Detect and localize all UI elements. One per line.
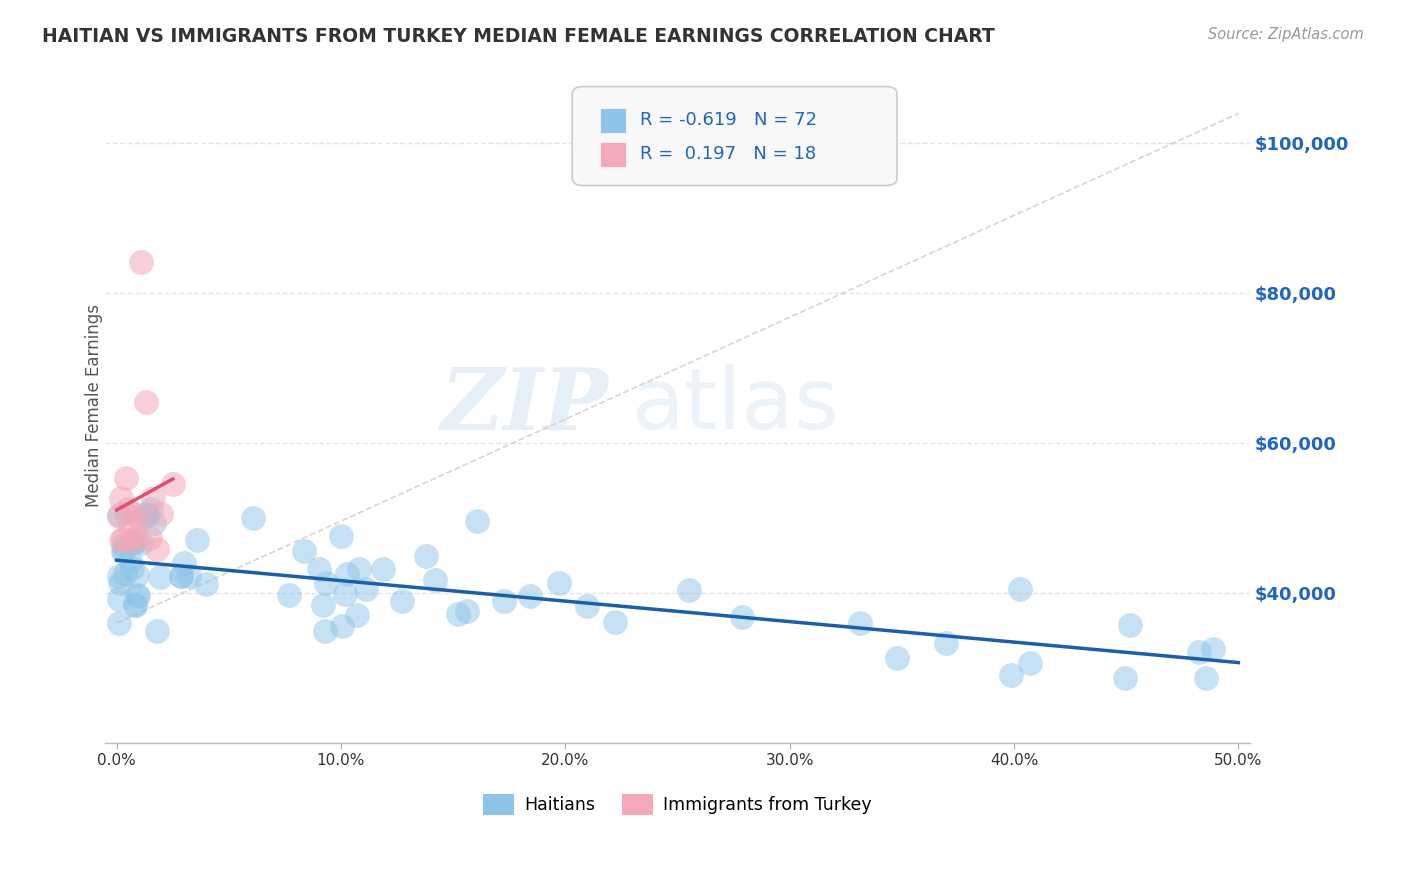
Point	[114, 566, 136, 581]
Point	[186, 533, 208, 548]
Point	[117, 501, 139, 516]
Point	[731, 610, 754, 624]
Point	[146, 624, 169, 639]
Point	[278, 588, 301, 602]
Point	[456, 604, 478, 618]
Point	[242, 511, 264, 525]
Point	[1195, 671, 1218, 685]
Point	[330, 529, 353, 543]
Point	[124, 535, 146, 549]
Point	[170, 568, 193, 582]
Point	[177, 569, 200, 583]
Point	[114, 471, 136, 485]
Point	[135, 508, 157, 522]
Point	[678, 583, 700, 598]
Point	[108, 591, 131, 606]
Point	[124, 598, 146, 612]
Point	[330, 618, 353, 632]
Point	[108, 508, 131, 522]
Point	[121, 533, 143, 547]
Point	[127, 588, 149, 602]
Point	[308, 562, 330, 576]
Point	[114, 506, 136, 520]
Legend: Haitians, Immigrants from Turkey: Haitians, Immigrants from Turkey	[477, 787, 879, 822]
Point	[121, 534, 143, 549]
Point	[575, 599, 598, 614]
Point	[131, 536, 153, 550]
Text: atlas: atlas	[631, 364, 839, 447]
Point	[108, 509, 131, 524]
Point	[112, 545, 135, 559]
Point	[1018, 656, 1040, 670]
Point	[312, 598, 335, 612]
Point	[124, 507, 146, 521]
Point	[314, 624, 336, 639]
Point	[886, 651, 908, 665]
Text: HAITIAN VS IMMIGRANTS FROM TURKEY MEDIAN FEMALE EARNINGS CORRELATION CHART: HAITIAN VS IMMIGRANTS FROM TURKEY MEDIAN…	[42, 27, 995, 45]
Point	[333, 587, 356, 601]
Point	[1010, 582, 1032, 596]
Point	[136, 508, 159, 523]
Point	[447, 607, 470, 622]
Point	[111, 538, 134, 552]
Point	[519, 590, 541, 604]
Point	[1188, 645, 1211, 659]
Point	[118, 553, 141, 567]
Point	[492, 594, 515, 608]
Point	[110, 576, 132, 591]
Text: R = -0.619   N = 72: R = -0.619 N = 72	[640, 112, 817, 129]
Point	[108, 616, 131, 631]
Point	[131, 254, 153, 268]
Point	[149, 569, 172, 583]
Point	[124, 598, 146, 612]
Point	[122, 535, 145, 549]
Point	[465, 514, 488, 528]
Point	[110, 491, 132, 505]
Point	[170, 569, 193, 583]
Text: Source: ZipAtlas.com: Source: ZipAtlas.com	[1208, 27, 1364, 42]
Point	[1000, 668, 1022, 682]
Point	[347, 562, 370, 576]
Point	[391, 594, 413, 608]
Point	[139, 531, 162, 545]
Point	[162, 477, 184, 491]
Point	[146, 541, 169, 556]
Point	[423, 573, 446, 587]
Point	[603, 615, 626, 629]
Point	[128, 513, 150, 527]
Point	[135, 394, 157, 409]
Point	[1118, 618, 1140, 632]
Point	[108, 568, 131, 582]
Point	[121, 561, 143, 575]
Point	[127, 589, 149, 603]
Point	[195, 577, 218, 591]
Point	[1202, 642, 1225, 657]
Point	[346, 607, 368, 622]
Point	[141, 491, 163, 505]
Point	[292, 544, 315, 558]
Point	[112, 533, 135, 547]
Point	[848, 615, 870, 630]
Text: R =  0.197   N = 18: R = 0.197 N = 18	[640, 145, 815, 163]
Point	[1114, 671, 1136, 685]
Point	[120, 518, 142, 533]
Point	[415, 549, 437, 564]
Point	[547, 575, 569, 590]
Point	[935, 636, 957, 650]
Point	[112, 542, 135, 557]
Text: ZIP: ZIP	[441, 364, 609, 448]
Point	[335, 567, 357, 582]
Point	[141, 502, 163, 516]
Point	[354, 582, 377, 596]
Point	[315, 576, 337, 591]
Point	[373, 562, 395, 576]
Point	[143, 516, 166, 530]
Point	[110, 533, 132, 547]
Point	[125, 530, 148, 544]
Point	[150, 508, 173, 522]
Point	[173, 556, 195, 570]
Point	[125, 568, 148, 582]
Y-axis label: Median Female Earnings: Median Female Earnings	[86, 304, 103, 508]
